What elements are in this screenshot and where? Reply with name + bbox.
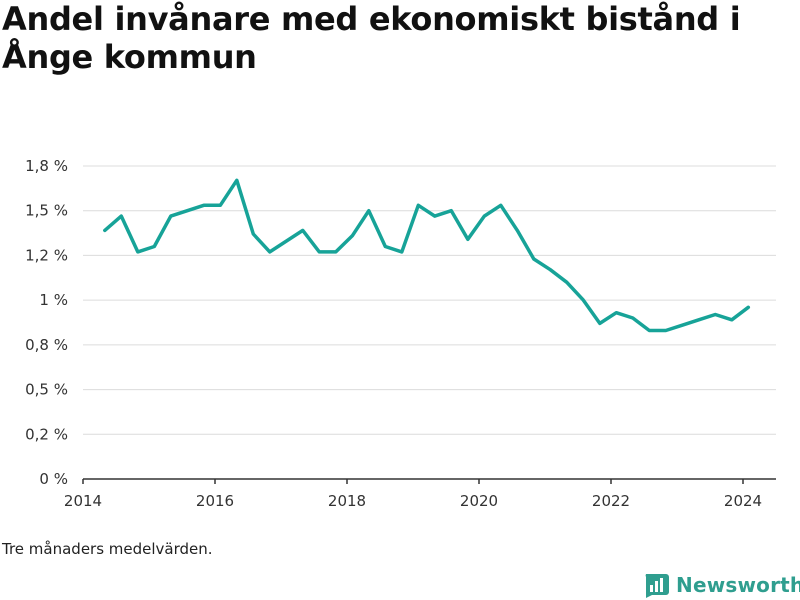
x-tick-label: 2024 — [724, 492, 762, 510]
gridlines — [83, 165, 776, 435]
y-tick-label: 0 % — [39, 470, 68, 488]
x-tick-label: 2014 — [64, 492, 102, 510]
y-tick-label: 1 % — [39, 291, 68, 309]
x-tick-label: 2020 — [460, 492, 498, 510]
y-tick-label: 0,5 % — [25, 381, 68, 399]
y-tick-label: 1,8 % — [25, 157, 68, 175]
y-tick-label: 1,5 % — [25, 202, 68, 220]
series-line — [103, 178, 751, 333]
x-tick-label: 2018 — [328, 492, 366, 510]
newsworthy-logo: Newsworthy — [643, 570, 800, 600]
series — [103, 178, 751, 333]
chart-title: Andel invånare med ekonomiskt bistånd i … — [2, 0, 741, 76]
x-tick-label: 2016 — [196, 492, 234, 510]
bar-chart-logo-icon — [645, 574, 669, 598]
x-tick-label: 2022 — [592, 492, 630, 510]
brand-name: Newsworthy — [676, 573, 800, 597]
axes: 0 % 0,2 % 0,5 % 0,8 % 1 % 1,2 % 1,5 % 1,8 % 2014… — [25, 157, 776, 510]
y-tick-label: 0,8 % — [25, 336, 68, 354]
y-tick-label: 0,2 % — [25, 425, 68, 443]
y-tick-label: 1,2 % — [25, 246, 68, 264]
footnote: Tre månaders medelvärden. — [2, 540, 213, 558]
